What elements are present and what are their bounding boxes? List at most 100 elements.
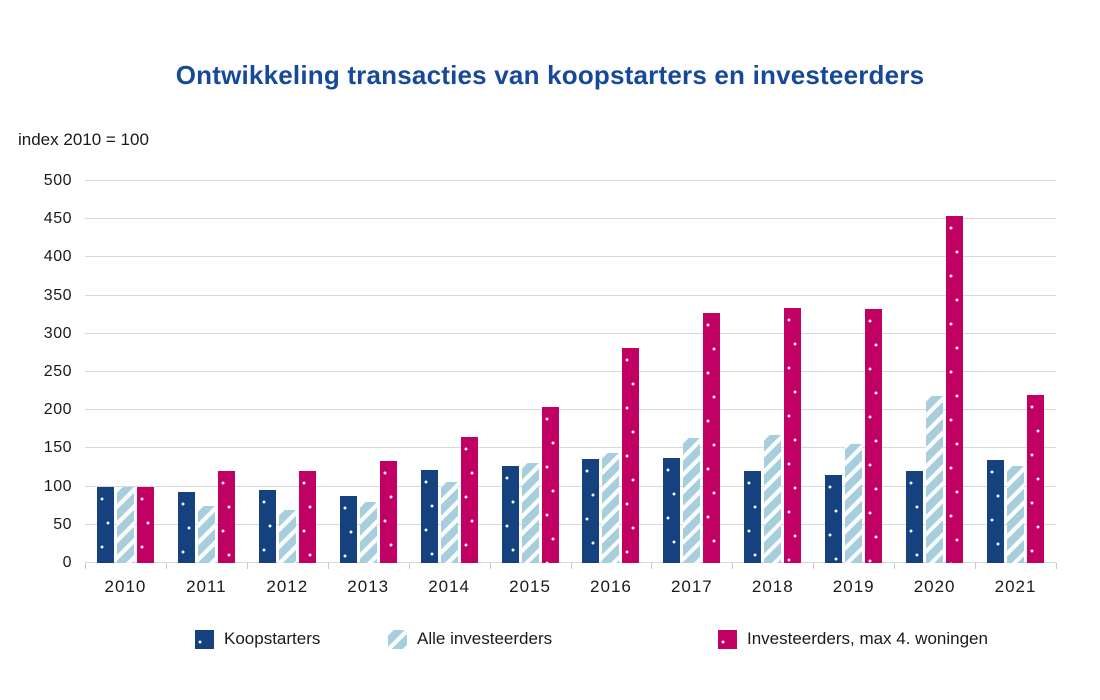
legend-item-investeerders-max4: Investeerders, max 4. woningen [718, 629, 988, 649]
x-axis-tick [975, 563, 977, 569]
bar-2015-investeerders-max-4-woningen [541, 407, 559, 563]
y-tick-label-350: 350 [43, 286, 72, 304]
bar-2012-alle-investeerders [278, 509, 296, 563]
plot-area [85, 180, 1056, 563]
x-tick-label-2015: 2015 [509, 577, 551, 596]
legend-item-koopstarters: Koopstarters [195, 629, 320, 649]
legend-swatch-investeerders-max4 [718, 629, 737, 649]
x-tick-label-2016: 2016 [590, 577, 632, 596]
bar-2014-koopstarters [420, 469, 438, 563]
legend: Koopstarters Alle investeerders Investee… [0, 629, 1100, 659]
x-axis-tick [894, 563, 896, 569]
bar-group-2015 [490, 181, 571, 563]
x-tick-label-2020: 2020 [913, 577, 956, 596]
x-axis-tick [813, 563, 815, 569]
bar-group-2010 [85, 181, 166, 563]
legend-label-koopstarters: Koopstarters [224, 629, 321, 648]
x-axis-tick [1056, 563, 1057, 569]
bar-group-2013 [328, 181, 409, 563]
bar-group-2011 [166, 181, 247, 563]
x-tick-label-2013: 2013 [347, 577, 390, 596]
gridline-300 [85, 332, 1056, 334]
bar-2017-investeerders-max-4-woningen [703, 313, 721, 563]
gridline-450 [85, 218, 1056, 220]
bar-2017-koopstarters [663, 457, 681, 563]
y-tick-label-500: 500 [43, 172, 72, 189]
legend-label-investeerders-max4: Investeerders, max 4. woningen [747, 629, 988, 648]
y-tick-label-300: 300 [43, 324, 72, 342]
x-tick-label-2021: 2021 [994, 577, 1037, 596]
y-tick-label-400: 400 [43, 248, 72, 266]
x-axis-ticks [85, 563, 1057, 569]
bar-group-2017 [651, 181, 732, 563]
bar-2020-koopstarters [906, 471, 924, 563]
bar-2010-investeerders-max-4-woningen [136, 486, 154, 563]
bar-2021-koopstarters [987, 459, 1005, 563]
x-axis-tick [489, 563, 491, 569]
y-tick-label-0: 0 [62, 554, 72, 571]
y-tick-label-250: 250 [43, 363, 72, 380]
bar-2011-alle-investeerders [197, 506, 215, 563]
y-axis-unit-note: index 2010 = 100 [18, 130, 149, 149]
bar-2017-alle-investeerders [683, 438, 701, 563]
bar-group-2019 [813, 181, 894, 563]
bar-2019-investeerders-max-4-woningen [865, 308, 883, 563]
bar-2016-alle-investeerders [602, 452, 620, 563]
bar-2016-investeerders-max-4-woningen [622, 348, 640, 563]
gridline-50 [85, 523, 1056, 525]
bar-2018-investeerders-max-4-woningen [784, 307, 802, 563]
bar-2016-koopstarters [582, 459, 600, 563]
x-axis-tick [165, 563, 167, 569]
bar-2011-investeerders-max-4-woningen [217, 471, 235, 563]
y-tick-label-200: 200 [43, 401, 72, 419]
bar-group-2018 [732, 181, 813, 563]
bar-2019-alle-investeerders [845, 443, 863, 563]
bar-group-2012 [247, 181, 328, 563]
y-axis-labels: 0 50 100 150 200 250 300 350 400 450 500 [0, 172, 72, 571]
gridline-350 [85, 294, 1056, 296]
x-tick-label-2019: 2019 [832, 577, 875, 596]
page-title: Ontwikkeling transacties van koopstarter… [175, 60, 925, 90]
bar-2020-alle-investeerders [926, 396, 944, 563]
gridline-200 [85, 409, 1056, 411]
x-axis-tick [246, 563, 248, 569]
x-axis-tick [327, 563, 329, 569]
bar-group-2021 [975, 181, 1056, 563]
gridline-150 [85, 447, 1056, 449]
bar-group-2014 [409, 181, 490, 563]
x-axis-tick [732, 563, 734, 569]
bar-2011-koopstarters [177, 491, 195, 563]
gridline-500 [85, 180, 1056, 181]
gridline-0 [85, 562, 1056, 563]
bar-2015-koopstarters [501, 465, 519, 563]
bar-group-2020 [894, 181, 975, 563]
bar-2020-investeerders-max-4-woningen [946, 216, 964, 563]
x-axis-labels: 2010 2011 2012 2013 2014 2015 2016 2017 2018 2019… [85, 577, 1056, 601]
bar-2014-alle-investeerders [440, 482, 458, 563]
x-tick-label-2012: 2012 [266, 577, 309, 596]
bar-2012-koopstarters [258, 490, 276, 563]
gridline-100 [85, 485, 1056, 487]
x-tick-label-2010: 2010 [104, 577, 147, 596]
bar-2015-alle-investeerders [521, 462, 539, 563]
bar-2018-koopstarters [744, 471, 762, 563]
bar-2014-investeerders-max-4-woningen [460, 436, 478, 563]
bar-2021-investeerders-max-4-woningen [1027, 394, 1045, 563]
bar-group-2016 [571, 181, 652, 563]
legend-swatch-alle-investeerders [388, 629, 407, 649]
y-tick-label-150: 150 [43, 439, 72, 457]
x-axis-tick [85, 563, 86, 569]
legend-swatch-koopstarters [195, 629, 214, 649]
x-tick-label-2018: 2018 [751, 577, 794, 596]
y-tick-label-100: 100 [43, 477, 72, 495]
x-axis-tick [651, 563, 653, 569]
bar-2018-alle-investeerders [764, 435, 782, 563]
bar-2010-koopstarters [96, 486, 114, 563]
bar-2013-koopstarters [339, 495, 357, 563]
bar-2010-alle-investeerders [116, 486, 134, 563]
x-axis-tick [570, 563, 572, 569]
bar-2021-alle-investeerders [1007, 465, 1025, 563]
y-tick-label-450: 450 [43, 210, 72, 228]
bar-2012-investeerders-max-4-woningen [298, 471, 316, 563]
x-tick-label-2014: 2014 [428, 577, 471, 596]
